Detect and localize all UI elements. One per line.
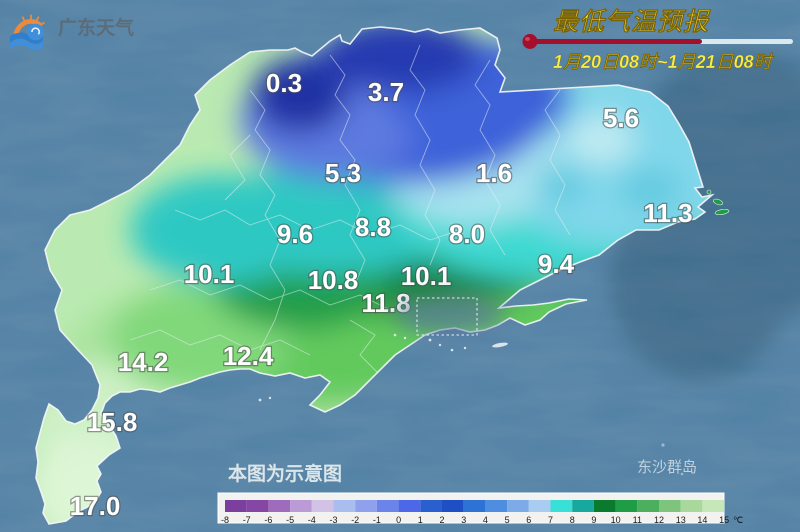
svg-text:9: 9 bbox=[591, 515, 596, 525]
svg-text:14.2: 14.2 bbox=[118, 347, 169, 377]
svg-text:0.3: 0.3 bbox=[266, 68, 302, 98]
svg-text:15: 15 bbox=[719, 515, 729, 525]
svg-text:本图为示意图: 本图为示意图 bbox=[228, 462, 342, 485]
svg-text:广东天气: 广东天气 bbox=[58, 16, 134, 39]
svg-text:8.0: 8.0 bbox=[449, 219, 485, 249]
svg-text:-4: -4 bbox=[308, 515, 316, 525]
svg-text:10.1: 10.1 bbox=[401, 261, 452, 291]
svg-text:9.4: 9.4 bbox=[538, 249, 575, 279]
svg-text:-7: -7 bbox=[243, 515, 251, 525]
svg-text:-6: -6 bbox=[264, 515, 272, 525]
svg-text:-2: -2 bbox=[351, 515, 359, 525]
svg-text:11.3: 11.3 bbox=[643, 198, 692, 228]
svg-text:-1: -1 bbox=[373, 515, 381, 525]
svg-text:℃: ℃ bbox=[733, 515, 743, 525]
svg-text:5.6: 5.6 bbox=[603, 103, 639, 133]
svg-text:12.4: 12.4 bbox=[223, 341, 274, 371]
svg-text:最低气温预报: 最低气温预报 bbox=[553, 8, 712, 36]
svg-text:8.8: 8.8 bbox=[355, 212, 391, 242]
svg-text:3.7: 3.7 bbox=[368, 77, 404, 107]
svg-text:8: 8 bbox=[570, 515, 575, 525]
svg-text:-3: -3 bbox=[329, 515, 337, 525]
svg-text:东沙群岛: 东沙群岛 bbox=[637, 459, 697, 476]
svg-text:-5: -5 bbox=[286, 515, 294, 525]
svg-text:10: 10 bbox=[611, 515, 621, 525]
svg-text:11: 11 bbox=[633, 515, 642, 525]
svg-text:10.8: 10.8 bbox=[308, 265, 359, 295]
svg-text:13: 13 bbox=[676, 515, 686, 525]
svg-text:17.0: 17.0 bbox=[70, 491, 121, 521]
svg-text:7: 7 bbox=[548, 515, 553, 525]
svg-text:1: 1 bbox=[418, 515, 423, 525]
svg-text:2: 2 bbox=[439, 515, 444, 525]
svg-text:15.8: 15.8 bbox=[87, 407, 138, 437]
svg-text:1月20日08时~1月21日08时: 1月20日08时~1月21日08时 bbox=[553, 52, 775, 72]
svg-text:12: 12 bbox=[654, 515, 664, 525]
svg-text:5: 5 bbox=[505, 515, 510, 525]
svg-text:14: 14 bbox=[697, 515, 707, 525]
svg-text:1.6: 1.6 bbox=[476, 158, 512, 188]
svg-text:9.6: 9.6 bbox=[277, 219, 313, 249]
svg-text:5.3: 5.3 bbox=[325, 158, 361, 188]
svg-text:6: 6 bbox=[526, 515, 531, 525]
svg-text:-8: -8 bbox=[221, 515, 229, 525]
svg-text:10.1: 10.1 bbox=[184, 259, 235, 289]
svg-text:0: 0 bbox=[396, 515, 401, 525]
svg-text:4: 4 bbox=[483, 515, 488, 525]
svg-text:3: 3 bbox=[461, 515, 466, 525]
